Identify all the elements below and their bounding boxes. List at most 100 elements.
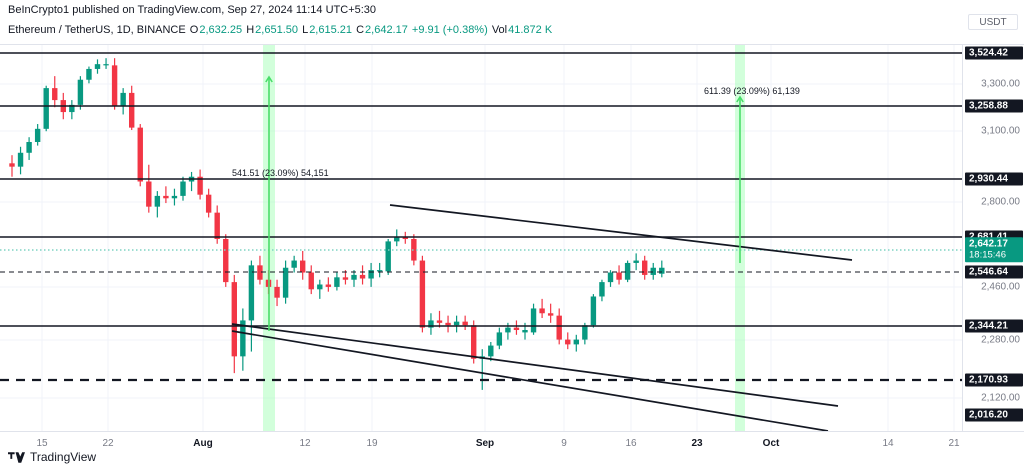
chart-canvas — [0, 45, 962, 431]
price-level-badge[interactable]: 2,344.21 — [965, 319, 1023, 333]
tradingview-wordmark: TradingView — [30, 450, 97, 464]
candle-body — [394, 236, 400, 242]
candle-body — [436, 320, 443, 323]
candle-body — [103, 64, 109, 66]
measure-annotation-0: 541.51 (23.09%) 54,151 — [232, 168, 329, 178]
time-tick-label: 21 — [948, 438, 960, 449]
candle-body — [86, 68, 92, 80]
candle-body — [94, 64, 101, 69]
low-label: L — [302, 24, 309, 36]
candle-body — [411, 239, 417, 261]
candle-body — [368, 270, 374, 279]
time-tick-label: 15 — [36, 438, 48, 449]
candle-body — [146, 181, 152, 207]
candle-body — [17, 152, 24, 167]
candle-body — [376, 270, 383, 272]
candle-body — [325, 284, 332, 287]
candle-body — [257, 265, 263, 280]
candle-body — [530, 308, 537, 333]
symbol-legend-bar: Ethereum / TetherUS, 1D, BINANCE O2,632.… — [8, 24, 1024, 42]
candle-body — [317, 284, 323, 290]
candle-body — [607, 272, 614, 283]
candle-body — [111, 65, 118, 107]
candle-body — [445, 322, 451, 326]
symbol-title[interactable]: Ethereum / TetherUS, 1D, BINANCE — [8, 24, 186, 36]
price-level-badge[interactable]: 2,170.93 — [965, 373, 1023, 387]
candle-body — [624, 262, 631, 280]
close-value: 2,642.17 — [365, 24, 408, 36]
currency-unit-badge[interactable]: USDT — [968, 14, 1018, 30]
candle-body — [505, 327, 511, 333]
measure-arrow-1 — [736, 95, 744, 263]
candle-body — [240, 320, 246, 357]
candle-body — [274, 286, 280, 298]
candle-body — [171, 195, 178, 199]
low-value: 2,615.21 — [309, 24, 353, 36]
tradingview-logo: TradingView — [8, 450, 96, 464]
candle-body — [342, 277, 349, 280]
candle-body — [43, 88, 49, 129]
price-level-badge[interactable]: 3,258.88 — [965, 99, 1023, 113]
candle-body — [180, 181, 186, 196]
candle-body — [129, 92, 135, 128]
price-level-badge[interactable]: 2,930.44 — [965, 172, 1023, 186]
attribution-text: BeInCrypto1 published on TradingView.com… — [8, 4, 377, 16]
candle-body — [642, 260, 648, 275]
price-level-badge[interactable]: 2,546.64 — [965, 265, 1023, 279]
time-tick-label: 14 — [882, 438, 894, 449]
candle-body — [291, 260, 297, 268]
candle-body — [300, 260, 306, 273]
open-value: 2,632.25 — [199, 24, 243, 36]
candle-body — [69, 104, 75, 113]
price-level-badge[interactable]: 3,524.42 — [965, 46, 1023, 60]
current-price-value: 2,642.17 — [969, 238, 1008, 250]
candle-body — [231, 282, 237, 357]
candle-body — [547, 313, 554, 316]
candle-body — [522, 330, 528, 333]
candle-body — [214, 212, 220, 239]
trendline-lower-descending-b — [231, 330, 829, 431]
candle-body — [359, 274, 366, 279]
candle-body — [248, 265, 255, 321]
time-tick-label: 19 — [366, 438, 378, 449]
measure-annotation-1: 611.39 (23.09%) 61,139 — [704, 86, 800, 96]
tradingview-mark-icon — [8, 451, 25, 463]
candle-body — [573, 339, 579, 345]
candle-body — [205, 194, 212, 213]
candle-body — [616, 272, 622, 280]
candle-body — [26, 142, 32, 153]
candle-body — [633, 260, 639, 263]
bar-countdown: 18:15:46 — [969, 248, 1006, 260]
time-axis[interactable]: 15 22 Aug 12 19 Sep 9 16 23 Oct 14 21 — [0, 432, 962, 456]
trendline-upper-descending — [389, 204, 853, 261]
price-tick-label: 3,300.00 — [981, 78, 1020, 90]
candle-body — [539, 308, 545, 314]
candle-body — [351, 274, 357, 280]
candle-body — [556, 315, 562, 340]
trendline-lower-descending-a — [231, 323, 839, 407]
candle-body — [223, 239, 229, 283]
current-price-badge[interactable]: 2,642.17 18:15:46 — [965, 237, 1023, 263]
candle-body — [659, 267, 665, 274]
time-tick-label: Aug — [193, 438, 213, 449]
time-tick-label: 9 — [561, 438, 567, 449]
candle-body — [308, 272, 314, 290]
candle-body — [163, 195, 169, 199]
candle-body — [419, 260, 426, 328]
volume-value: 41.872 K — [508, 24, 553, 36]
candle-body — [428, 320, 434, 328]
candle-body — [282, 267, 289, 298]
price-axis[interactable]: 3,300.00 3,100.00 2,800.00 2,460.00 2,280.00… — [962, 44, 1024, 432]
time-tick-label: 22 — [102, 438, 114, 449]
volume-label: Vol — [491, 24, 508, 36]
time-tick-label: 23 — [691, 438, 703, 449]
candle-body — [34, 128, 41, 142]
candle-body — [471, 325, 477, 359]
candle-body — [453, 321, 460, 326]
price-chart-plot[interactable]: 541.51 (23.09%) 54,151 611.39 (23.09%) 61… — [0, 44, 962, 432]
candle-body — [513, 327, 520, 331]
price-level-badge[interactable]: 2,016.20 — [965, 408, 1023, 422]
candle-body — [334, 277, 340, 287]
candle-body — [52, 88, 58, 101]
